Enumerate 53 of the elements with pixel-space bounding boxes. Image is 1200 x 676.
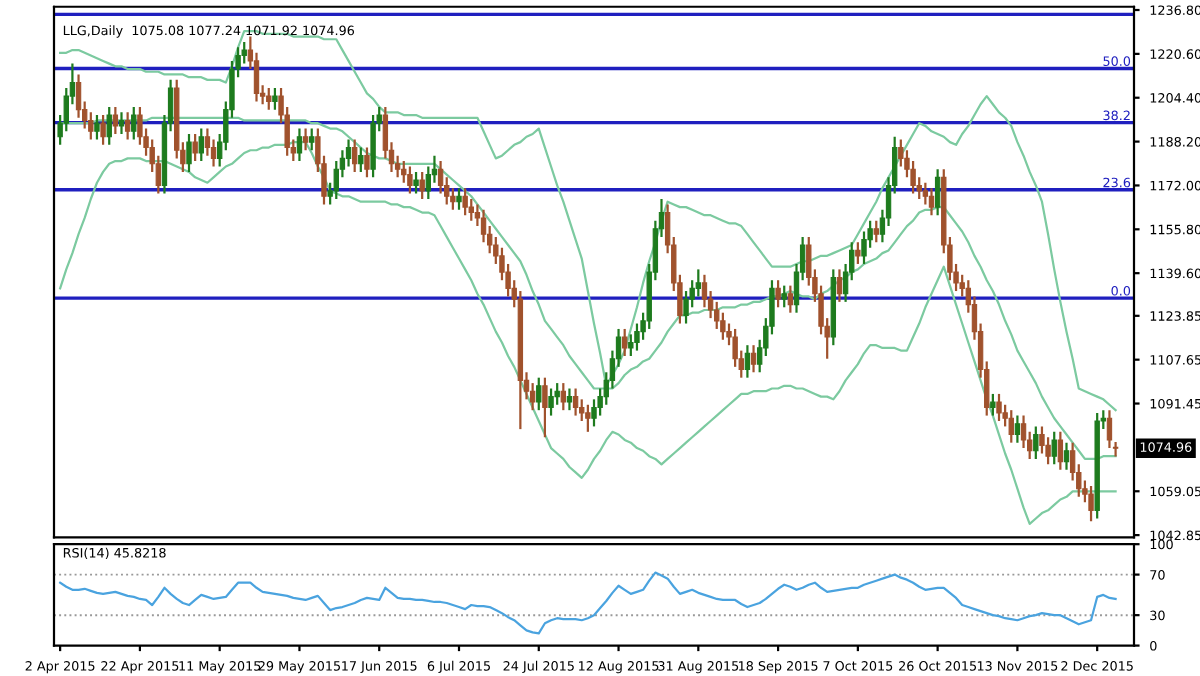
candlestick — [536, 376, 542, 412]
candlestick — [873, 219, 879, 244]
candlestick — [192, 132, 198, 163]
candlestick — [750, 344, 757, 374]
candlestick — [272, 86, 278, 111]
candlestick — [1008, 409, 1014, 444]
candlestick — [266, 86, 272, 111]
candlestick — [996, 392, 1002, 423]
candlestick — [787, 284, 794, 314]
candlestick — [542, 376, 548, 439]
candlestick — [836, 268, 843, 303]
candlestick — [990, 392, 996, 417]
candlestick — [456, 187, 462, 211]
candlestick — [302, 127, 309, 152]
line-series — [59, 571, 1117, 635]
candlestick — [548, 387, 554, 417]
candlestick — [351, 138, 358, 174]
candlestick — [309, 127, 315, 152]
candlestick — [462, 187, 468, 217]
candlestick — [118, 111, 125, 136]
candlestick — [124, 111, 131, 141]
candlestick — [1033, 425, 1039, 461]
candlestick — [364, 146, 370, 179]
candlestick — [744, 344, 751, 379]
candlestick — [560, 381, 567, 412]
candlestick — [1051, 430, 1057, 466]
candlestick — [358, 146, 364, 174]
candlestick — [1088, 484, 1094, 523]
candlestick — [112, 105, 119, 136]
candlestick — [94, 113, 100, 141]
candlestick — [775, 279, 781, 309]
candlestick — [566, 387, 573, 412]
candlestick — [131, 105, 137, 141]
candlestick — [407, 165, 413, 195]
candlestick — [621, 327, 628, 358]
candlestick — [419, 170, 425, 201]
candlestick — [585, 403, 591, 433]
candlestick — [198, 127, 204, 163]
candlestick — [106, 105, 112, 146]
candlestick — [781, 284, 787, 309]
candlestick — [1014, 414, 1021, 444]
candlestick — [855, 241, 861, 266]
candlestick — [1057, 430, 1064, 471]
candlestick — [1106, 409, 1113, 450]
candlestick — [928, 187, 935, 217]
candlestick — [1063, 441, 1070, 471]
candlestick — [370, 113, 376, 179]
candlestick — [934, 168, 941, 217]
candlestick — [100, 113, 106, 146]
candlestick — [296, 127, 303, 163]
candlestick — [413, 170, 419, 195]
candlestick — [186, 132, 192, 174]
candlestick — [572, 387, 579, 417]
